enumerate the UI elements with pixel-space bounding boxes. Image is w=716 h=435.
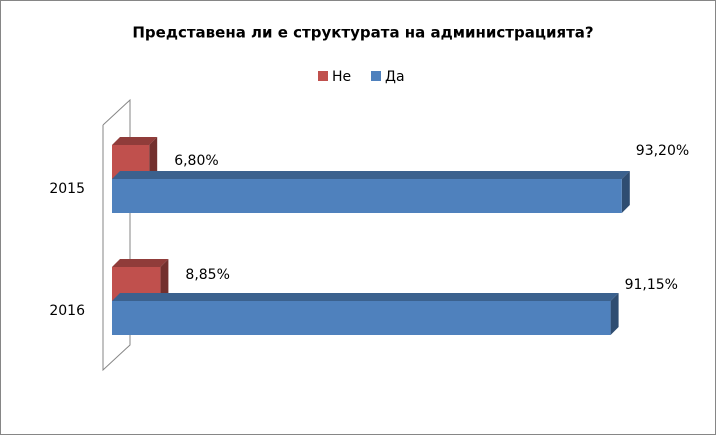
legend-swatch bbox=[318, 71, 328, 81]
bar-top bbox=[112, 293, 619, 301]
bar-side bbox=[610, 293, 619, 335]
bar bbox=[112, 179, 622, 213]
legend-swatch bbox=[371, 71, 381, 81]
data-label: 93,20% bbox=[636, 143, 689, 159]
data-label: 91,15% bbox=[625, 277, 678, 293]
bar-top bbox=[112, 259, 169, 267]
data-label: 8,85% bbox=[185, 267, 229, 283]
bar-side bbox=[621, 171, 630, 213]
y-tick-label: 2016 bbox=[49, 303, 85, 319]
legend-label: Не bbox=[332, 69, 351, 85]
back-wall bbox=[102, 98, 131, 372]
bar bbox=[112, 301, 611, 335]
data-label: 6,80% bbox=[174, 153, 218, 169]
bar-side bbox=[160, 259, 169, 301]
bar-top bbox=[112, 137, 158, 145]
bar-top bbox=[112, 171, 630, 179]
bar-side bbox=[149, 137, 158, 179]
legend-label: Да bbox=[385, 69, 405, 85]
chart-title: Представена ли е структурата на админист… bbox=[132, 24, 593, 42]
y-tick-label: 2015 bbox=[49, 181, 85, 197]
